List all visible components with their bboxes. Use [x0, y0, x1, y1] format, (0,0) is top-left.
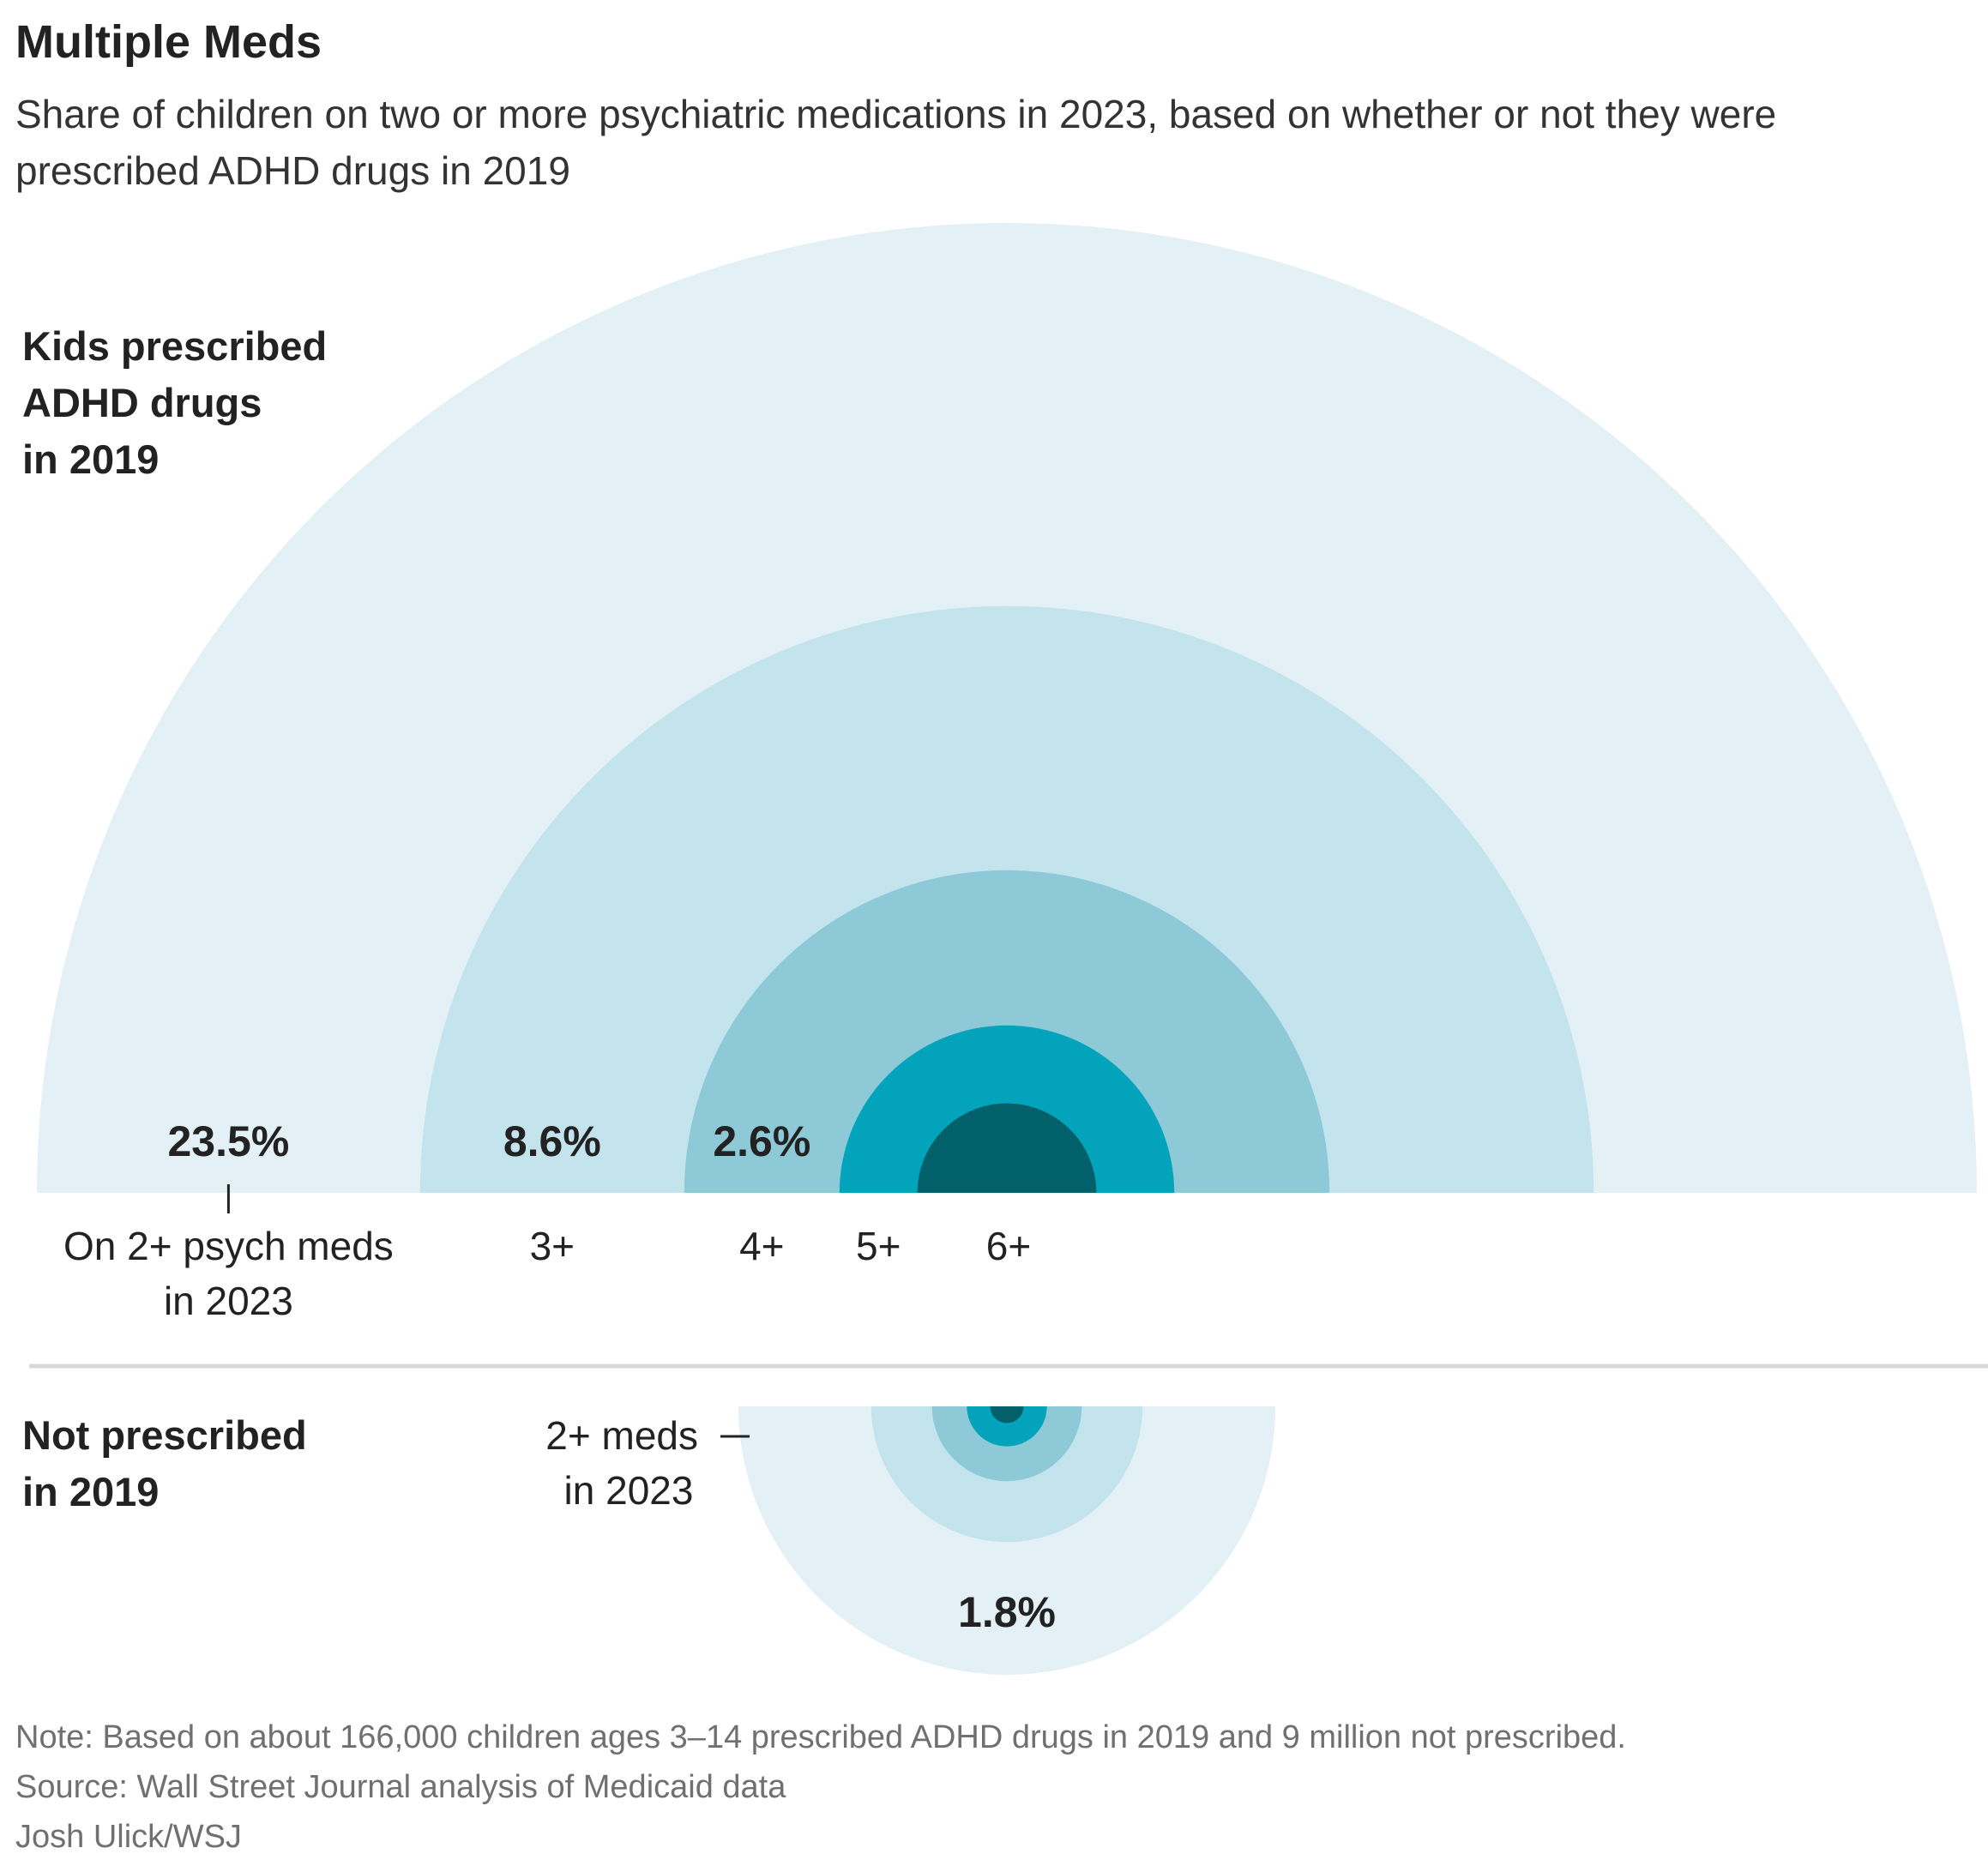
category-label-2plus-line2: in 2023: [164, 1279, 293, 1323]
credit-line: Josh Ulick/WSJ: [15, 1819, 242, 1855]
category-label-5plus: 5+: [856, 1224, 901, 1268]
chart-title: Multiple Meds: [15, 16, 322, 68]
category-label-3plus: 3+: [530, 1224, 575, 1268]
category-label-4plus: 4+: [739, 1224, 784, 1268]
callout-line2: in 2023: [564, 1468, 694, 1513]
group-label-not-prescribed-line2: in 2019: [22, 1469, 159, 1514]
chart-subtitle: Share of children on two or more psychia…: [15, 92, 1777, 193]
group-label-adhd-line1: Kids prescribed: [22, 323, 327, 369]
category-label-2plus: On 2+ psych meds: [63, 1224, 394, 1268]
group-label-adhd-line2: ADHD drugs: [22, 380, 262, 425]
category-label-6plus: 6+: [986, 1224, 1031, 1268]
value-label-not-prescribed: 1.8%: [958, 1588, 1056, 1636]
ring-not-prescribed-5plus: [967, 1406, 1047, 1447]
footnote: Note: Based on about 166,000 children ag…: [15, 1719, 1626, 1755]
value-label-4plus: 2.6%: [713, 1117, 810, 1165]
group-label-adhd-line3: in 2019: [22, 436, 159, 482]
ring-adhd-6plus: [917, 1103, 1097, 1193]
value-label-2plus: 23.5%: [168, 1117, 290, 1165]
value-label-3plus: 8.6%: [503, 1117, 601, 1165]
group-label-not-prescribed-line1: Not prescribed: [22, 1412, 307, 1458]
ring-not-prescribed-6plus: [990, 1406, 1024, 1424]
source-line: Source: Wall Street Journal analysis of …: [15, 1769, 786, 1805]
callout-line1: 2+ meds: [545, 1413, 698, 1458]
